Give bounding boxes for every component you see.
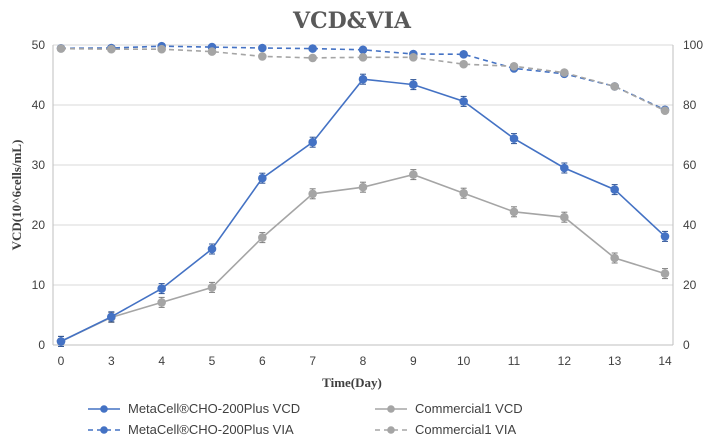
right-y-tick-label: 100 [683,38,703,52]
legend-marker [387,405,395,413]
data-point [409,170,418,179]
legend-item: Commercial1 VIA [375,422,516,437]
data-point [258,52,267,61]
grid-lines [53,44,673,286]
data-point [258,43,267,53]
right-y-tick-label: 20 [683,278,697,292]
data-point [610,82,619,91]
data-point [308,137,317,147]
data-point [459,59,468,69]
right-y-tick-labels: 0 20 40 60 80 100 [683,38,703,352]
data-point [157,298,166,307]
x-tick-label: 6 [259,354,266,368]
series-2 [56,169,670,347]
data-point [459,50,468,59]
legend-label: MetaCell®CHO-200Plus VCD [128,401,300,416]
x-tick-label: 8 [360,354,367,368]
legend-item: Commercial1 VCD [375,401,523,416]
x-tick-label: 9 [410,354,417,368]
right-y-tick-label: 80 [683,98,697,112]
series-0 [56,73,670,347]
data-point [660,232,670,241]
data-point [358,45,368,55]
y-axis-title: VCD(10^6cells/mL) [9,140,24,251]
data-point [660,106,670,115]
legend-marker [100,426,108,434]
data-point [207,244,217,254]
data-point [258,233,267,242]
x-tick-label: 0 [58,354,65,368]
data-point [560,163,569,173]
data-point [107,312,116,322]
left-y-tick-label: 20 [32,218,46,232]
data-point [409,53,418,62]
data-point [409,80,418,89]
series-3 [56,44,670,115]
x-tick-labels: 0 3 4 5 6 7 8 9 10 11 12 13 14 [58,354,672,368]
x-axis-title: Time(Day) [322,375,382,390]
data-point [358,53,368,62]
left-y-tick-label: 40 [32,98,46,112]
left-y-tick-label: 30 [32,158,46,172]
x-tick-label: 3 [108,354,115,368]
legend-label: MetaCell®CHO-200Plus VIA [128,422,294,437]
data-point [308,44,317,53]
x-tick-label: 12 [558,354,572,368]
x-tick-label: 5 [209,354,216,368]
data-point [459,97,468,106]
data-point [308,53,317,63]
data-point [509,207,519,217]
x-tick-label: 7 [309,354,316,368]
series-line [60,78,666,343]
data-point [56,337,66,346]
data-point [560,212,569,222]
chart-title: VCD&VIA [292,8,412,34]
legend-marker [387,426,395,434]
x-tick-label: 14 [658,354,672,368]
right-y-tick-label: 0 [683,338,690,352]
x-tick-label: 13 [608,354,622,368]
right-y-tick-label: 40 [683,218,697,232]
data-point [207,283,217,292]
data-point [107,44,116,54]
axes [52,45,674,346]
series-layer [56,41,670,347]
x-tick-label: 10 [457,354,471,368]
data-point [358,74,368,84]
legend: MetaCell®CHO-200Plus VCD MetaCell®CHO-200… [88,401,523,437]
legend-label: Commercial1 VIA [415,422,516,437]
x-tick-label: 4 [158,354,165,368]
left-y-tick-label: 50 [32,38,46,52]
data-point [157,44,166,54]
data-point [258,173,267,183]
data-point [509,62,519,71]
series-line [60,173,666,343]
data-point [610,253,619,263]
x-tick-label: 11 [508,354,521,368]
left-y-tick-label: 10 [32,278,46,292]
data-point [610,185,619,194]
data-point [459,188,468,198]
data-point [308,189,317,199]
legend-label: Commercial1 VCD [415,401,523,416]
data-point [358,182,368,192]
legend-marker [100,405,108,413]
data-point [660,269,670,278]
data-point [157,284,166,293]
data-point [56,44,66,53]
data-point [560,68,569,77]
legend-item: MetaCell®CHO-200Plus VCD [88,401,300,416]
legend-item: MetaCell®CHO-200Plus VIA [88,422,294,437]
data-point [207,47,217,56]
left-y-tick-label: 0 [38,338,45,352]
data-point [509,134,519,143]
right-y-tick-label: 60 [683,158,697,172]
left-y-tick-labels: 0 10 20 30 40 50 [32,38,46,352]
